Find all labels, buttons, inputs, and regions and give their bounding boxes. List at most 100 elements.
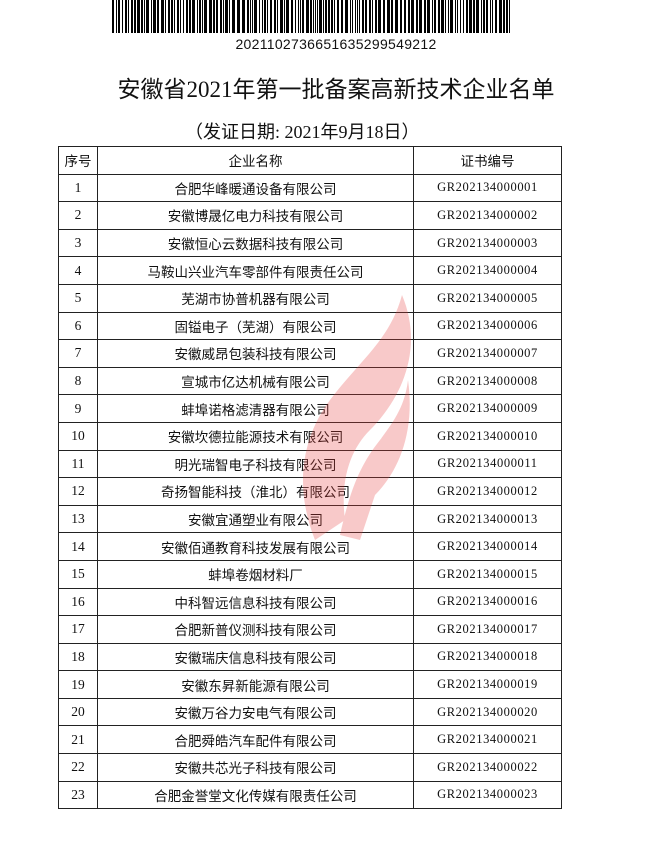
barcode-bar [232, 0, 235, 33]
barcode-bar [262, 0, 263, 33]
table-header-row: 序号 企业名称 证书编号 [58, 146, 562, 175]
barcode-bar [506, 0, 508, 33]
barcode-bar [419, 0, 422, 33]
barcode [112, 0, 510, 33]
cell-cert: GR202134000006 [413, 311, 562, 341]
cell-seq: 17 [58, 615, 98, 644]
table-row: 20 安徽万谷力安电气有限公司 GR202134000020 [58, 697, 562, 727]
cell-name: 明光瑞智电子科技有限公司 [97, 449, 414, 479]
barcode-bar [341, 0, 343, 33]
cell-cert: GR202134000004 [413, 256, 562, 285]
barcode-bar [202, 0, 203, 33]
table-row: 5 芜湖市协普机器有限公司 GR202134000005 [58, 283, 562, 313]
barcode-bar [259, 0, 260, 33]
barcode-bar [359, 0, 360, 33]
barcode-bar [280, 0, 283, 33]
barcode-number: 2021102736651635299549212 [235, 36, 437, 52]
barcode-bar [237, 0, 240, 33]
barcode-bar [408, 0, 410, 33]
cell-seq: 12 [58, 477, 98, 506]
cell-seq: 4 [58, 256, 98, 285]
barcode-bar [486, 0, 488, 33]
barcode-bar [457, 0, 458, 33]
cell-cert: GR202134000009 [413, 394, 562, 423]
cell-seq: 7 [58, 339, 98, 368]
barcode-bar [460, 0, 461, 33]
cell-seq: 6 [58, 311, 98, 341]
barcode-bar [438, 0, 440, 33]
cell-cert: GR202134000020 [413, 697, 562, 727]
cell-name: 宣城市亿达机械有限公司 [97, 366, 414, 396]
cell-name: 芜湖市协普机器有限公司 [97, 283, 414, 313]
barcode-bar [473, 0, 475, 33]
barcode-bar [300, 0, 301, 33]
barcode-bar [509, 0, 510, 33]
barcode-bar [319, 0, 322, 33]
barcode-bar [242, 0, 245, 33]
barcode-bar [131, 0, 133, 33]
barcode-bar [345, 0, 348, 33]
barcode-bar [286, 0, 289, 33]
barcode-bar [469, 0, 472, 33]
cell-seq: 8 [58, 366, 98, 396]
barcode-bar [171, 0, 173, 33]
barcode-bar [331, 0, 333, 33]
cell-name: 马鞍山兴业汽车零部件有限责任公司 [97, 256, 414, 285]
barcode-bar [295, 0, 296, 33]
barcode-bar [298, 0, 299, 33]
header-seq: 序号 [58, 146, 98, 175]
barcode-bar [372, 0, 373, 33]
cell-cert: GR202134000023 [413, 780, 562, 810]
barcode-bar [350, 0, 351, 33]
table-row: 22 安徽共芯光子科技有限公司 GR202134000022 [58, 753, 562, 782]
barcode-bar [122, 0, 123, 33]
barcode-bar [284, 0, 285, 33]
barcode-bar [441, 0, 444, 33]
cell-seq: 5 [58, 283, 98, 313]
cell-name: 合肥新普仪测科技有限公司 [97, 615, 414, 644]
cell-cert: GR202134000008 [413, 366, 562, 396]
barcode-bar [365, 0, 367, 33]
barcode-bar [450, 0, 453, 33]
barcode-bar [112, 0, 114, 33]
barcode-bar [499, 0, 502, 33]
barcode-bar [306, 0, 309, 33]
cell-cert: GR202134000016 [413, 587, 562, 617]
barcode-bar [144, 0, 145, 33]
barcode-bar [315, 0, 316, 33]
barcode-bar [125, 0, 127, 33]
barcode-bar [445, 0, 446, 33]
cell-cert: GR202134000014 [413, 532, 562, 561]
barcode-bar [503, 0, 505, 33]
barcode-bar [434, 0, 436, 33]
barcode-bar [137, 0, 140, 33]
barcode-bar [183, 0, 184, 33]
barcode-bar [328, 0, 330, 33]
cell-name: 安徽万谷力安电气有限公司 [97, 697, 414, 727]
cell-cert: GR202134000005 [413, 283, 562, 313]
table-row: 21 合肥舜皓汽车配件有限公司 GR202134000021 [58, 725, 562, 755]
cell-cert: GR202134000021 [413, 725, 562, 755]
barcode-bar [180, 0, 181, 33]
cell-seq: 20 [58, 697, 98, 727]
barcode-bar [229, 0, 230, 33]
barcode-bar [192, 0, 195, 33]
barcode-bar [317, 0, 318, 33]
cell-name: 安徽博晟亿电力科技有限公司 [97, 201, 414, 230]
cell-cert: GR202134000012 [413, 477, 562, 506]
cell-cert: GR202134000010 [413, 421, 562, 451]
cell-cert: GR202134000001 [413, 173, 562, 203]
cell-cert: GR202134000002 [413, 201, 562, 230]
cell-cert: GR202134000017 [413, 615, 562, 644]
barcode-bar [209, 0, 212, 33]
barcode-bar [432, 0, 433, 33]
cell-seq: 11 [58, 449, 98, 479]
table-row: 11 明光瑞智电子科技有限公司 GR202134000011 [58, 449, 562, 479]
barcode-bar [225, 0, 228, 33]
barcode-bar [400, 0, 402, 33]
barcode-bar [483, 0, 485, 33]
cell-name: 固镒电子（芜湖）有限公司 [97, 311, 414, 341]
barcode-bar [476, 0, 479, 33]
barcode-bar [161, 0, 164, 33]
barcode-bar [355, 0, 356, 33]
